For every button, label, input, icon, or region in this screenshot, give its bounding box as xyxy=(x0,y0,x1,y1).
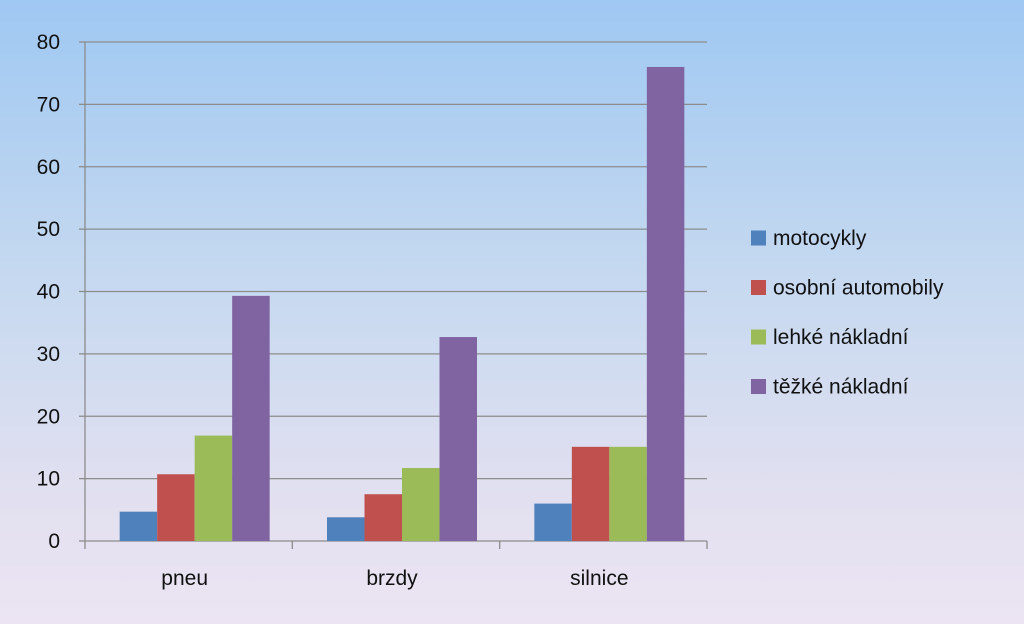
bar-pneu-3 xyxy=(194,435,233,541)
y-tick-label: 30 xyxy=(37,343,60,366)
bar-silnice-4 xyxy=(646,66,685,541)
legend-swatch xyxy=(751,280,766,295)
bar-pneu-2 xyxy=(157,474,195,541)
y-tick-label: 40 xyxy=(37,281,60,304)
legend-label: osobní automobily xyxy=(773,277,944,300)
bar-silnice-3 xyxy=(609,446,647,541)
bar-brzdy-1 xyxy=(327,517,365,541)
y-tick-label: 80 xyxy=(37,31,60,54)
x-tick-label: brzdy xyxy=(366,567,418,590)
y-tick-labels: 0 10 20 30 40 50 60 70 80 xyxy=(37,31,60,553)
bar-silnice-2 xyxy=(571,446,610,541)
bar-pneu-1 xyxy=(119,511,158,541)
legend: motocykly osobní automobily lehké nákladní… xyxy=(751,227,944,399)
legend-label: motocykly xyxy=(773,227,867,250)
legend-swatch xyxy=(751,329,766,345)
y-tick-label: 60 xyxy=(37,156,60,179)
bars xyxy=(119,66,685,541)
y-tick-label: 50 xyxy=(37,218,60,241)
y-tick-label: 20 xyxy=(37,405,60,428)
x-tick-label: pneu xyxy=(161,567,208,590)
bar-pneu-4 xyxy=(232,295,270,541)
x-tick-labels: pneu brzdy silnice xyxy=(161,567,628,590)
bar-brzdy-2 xyxy=(364,494,402,541)
legend-label: lehké nákladní xyxy=(773,326,909,349)
y-tick-label: 70 xyxy=(37,93,60,116)
x-tick-label: silnice xyxy=(570,567,628,590)
y-tick-label: 0 xyxy=(48,530,60,553)
y-tick-label: 10 xyxy=(37,468,60,491)
legend-swatch xyxy=(751,230,766,246)
legend-label: těžké nákladní xyxy=(773,376,909,399)
gridlines xyxy=(85,41,707,480)
legend-swatch xyxy=(751,379,766,394)
bar-brzdy-3 xyxy=(402,468,440,541)
bar-silnice-1 xyxy=(534,503,572,541)
bar-brzdy-4 xyxy=(439,337,477,541)
